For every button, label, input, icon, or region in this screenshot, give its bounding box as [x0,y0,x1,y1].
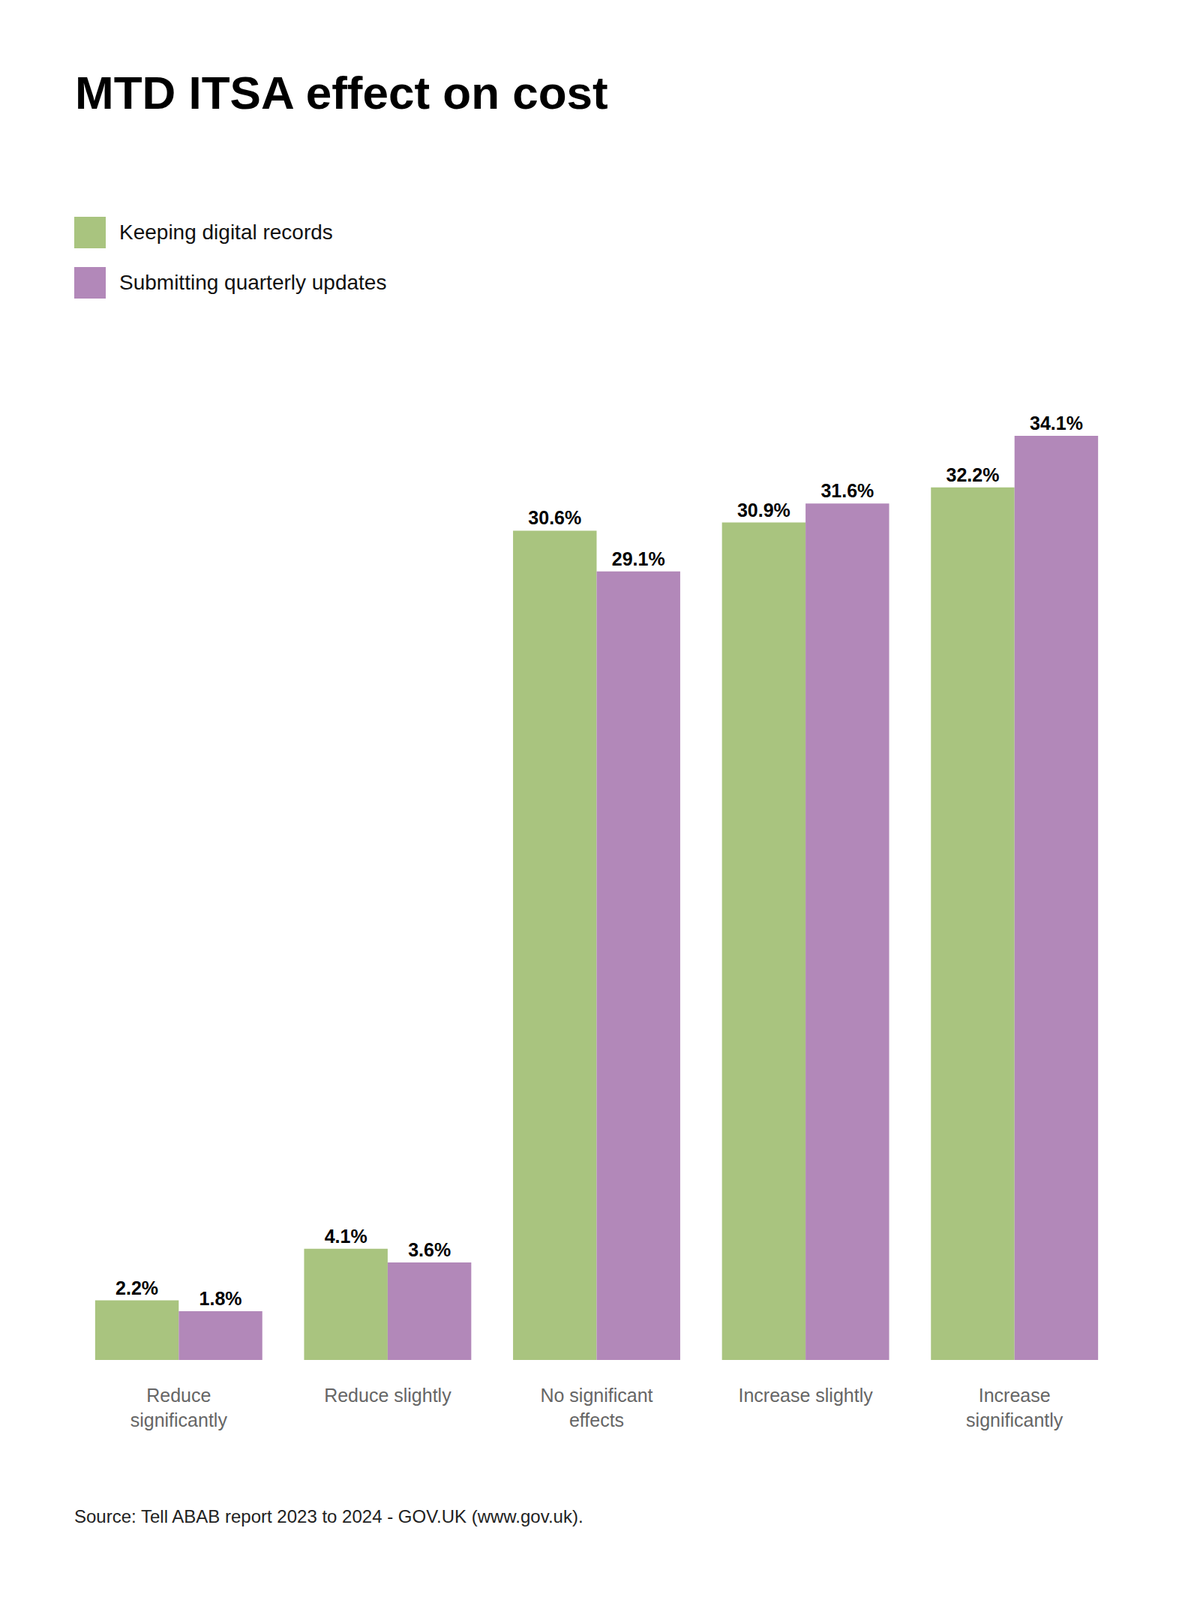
svg-text:Reduce slightly: Reduce slightly [324,1384,452,1406]
svg-text:Increasesignificantly: Increasesignificantly [966,1384,1064,1431]
svg-text:29.1%: 29.1% [612,548,666,570]
svg-text:Increase slightly: Increase slightly [738,1384,873,1406]
svg-text:30.9%: 30.9% [737,499,791,521]
svg-text:4.1%: 4.1% [324,1225,368,1247]
svg-text:Reducesignificantly: Reducesignificantly [130,1384,228,1431]
svg-text:30.6%: 30.6% [528,507,582,528]
html-text:Source: Tell ABAB report 2023: Source: Tell ABAB report 2023 to 2024 - … [74,1506,584,1527]
svg-text:31.6%: 31.6% [820,480,874,501]
svg-text:3.6%: 3.6% [408,1239,451,1260]
html-text:Keeping digital records: Keeping digital records [119,220,333,244]
svg-text:32.2%: 32.2% [946,464,1000,486]
html-text:MTD ITSA effect on cost: MTD ITSA effect on cost [75,66,609,119]
svg-text:2.2%: 2.2% [115,1277,159,1299]
html-text:Submitting quarterly updates: Submitting quarterly updates [119,270,387,294]
svg-text:No significanteffects: No significanteffects [540,1384,653,1431]
svg-text:34.1%: 34.1% [1029,412,1083,434]
svg-text:1.8%: 1.8% [199,1287,243,1309]
